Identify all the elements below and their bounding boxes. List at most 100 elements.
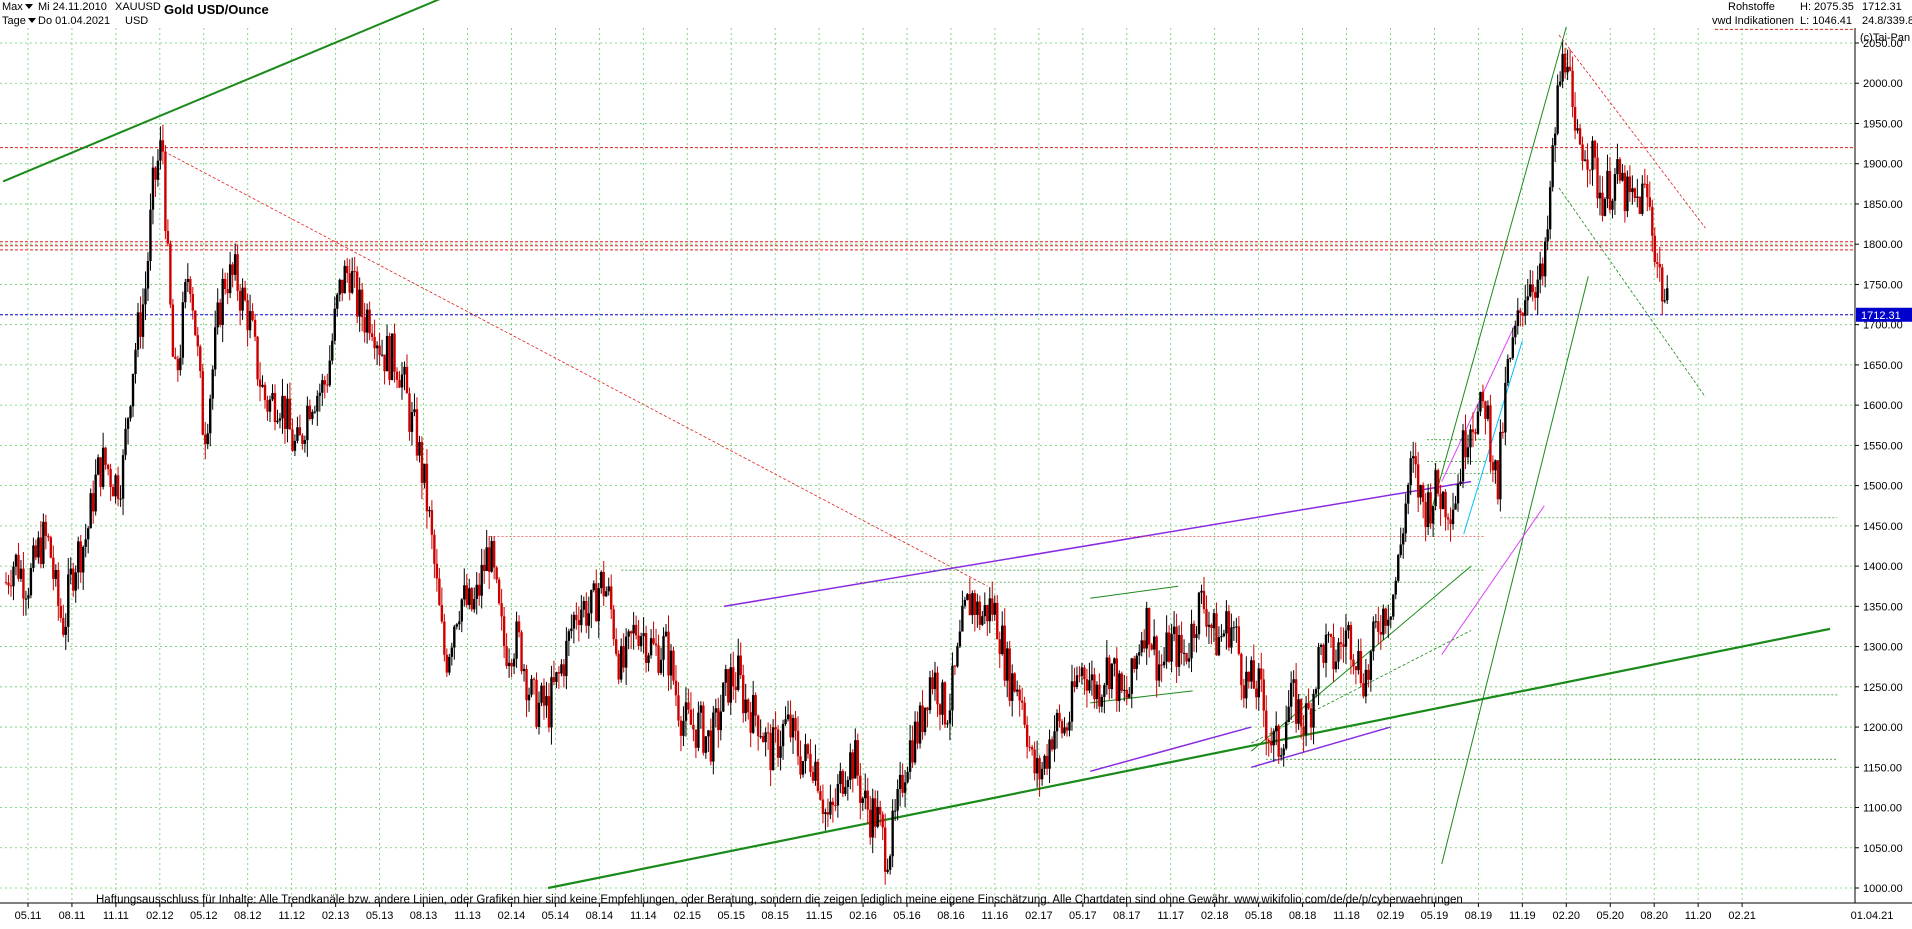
candle-body — [976, 601, 979, 615]
candle-body — [37, 537, 40, 558]
candle-body — [1389, 616, 1392, 620]
candle-body — [861, 798, 864, 803]
candle-body — [338, 279, 341, 295]
candle-body — [448, 656, 451, 673]
candle-body — [749, 712, 752, 733]
candle-body — [388, 336, 391, 380]
candle-body — [144, 288, 147, 305]
candle-body — [1175, 626, 1178, 667]
range-select[interactable]: Max — [2, 1, 36, 14]
symbol-label: XAUUSD — [115, 1, 161, 13]
candle-body — [380, 354, 384, 356]
candle-body — [1068, 721, 1071, 731]
candle-body — [1125, 689, 1128, 698]
candle-body — [196, 335, 199, 347]
candle-body — [786, 714, 790, 720]
candle-body — [1319, 644, 1323, 647]
candle-body — [1514, 325, 1517, 338]
candle-body — [876, 806, 879, 827]
candle-body — [487, 547, 491, 572]
candle-body — [1001, 625, 1004, 655]
candle-body — [455, 624, 458, 627]
candle-body — [859, 775, 862, 803]
candle-body — [276, 420, 279, 423]
candle-body — [1653, 235, 1656, 263]
candle-body — [54, 570, 58, 579]
candle-body — [1217, 637, 1221, 656]
candle-body — [617, 653, 620, 680]
candle-body — [1524, 300, 1527, 316]
candle-body — [74, 572, 77, 591]
candle-body — [956, 646, 959, 667]
candle-body — [169, 243, 172, 305]
candle-body — [1055, 712, 1059, 732]
candle-body — [759, 736, 762, 738]
candle-body — [530, 678, 533, 695]
candle-body — [326, 384, 329, 386]
date-from: Mi 24.11.2010 — [38, 1, 107, 13]
candle-body — [268, 399, 272, 412]
candle-body — [1342, 644, 1345, 647]
candle-body — [1230, 627, 1233, 648]
trend-line-magenta-top — [1441, 324, 1516, 482]
candle-body — [565, 640, 568, 677]
candle-body — [597, 588, 600, 622]
x-tick-label: 11.19 — [1509, 910, 1536, 922]
candle-body — [1656, 262, 1659, 264]
candle-body — [869, 809, 872, 838]
candle-body — [921, 705, 924, 733]
candle-body — [996, 602, 999, 640]
candle-body — [1663, 300, 1666, 302]
trend-line-support-2020 — [1558, 187, 1706, 398]
interval-select[interactable]: Tage — [2, 15, 39, 28]
candle-body — [24, 598, 28, 600]
candle-body — [156, 160, 160, 180]
candle-body — [346, 265, 349, 274]
candle-body — [204, 434, 207, 445]
candle-body — [303, 440, 307, 444]
candle-body — [1324, 634, 1328, 663]
candle-body — [1279, 755, 1283, 757]
candle-body — [941, 682, 944, 715]
candle-body — [1093, 674, 1096, 700]
candle-body — [1100, 696, 1104, 707]
x-tick-label: 02.18 — [1201, 910, 1229, 922]
candle-body — [547, 696, 551, 728]
candle-body — [943, 682, 947, 725]
currency-label: USD — [125, 15, 149, 27]
candle-body — [629, 631, 633, 634]
candle-body — [1020, 700, 1024, 703]
candle-body — [296, 427, 299, 441]
candle-body — [161, 140, 165, 152]
candle-body — [124, 428, 127, 456]
candle-body — [684, 702, 688, 721]
candle-body — [1172, 626, 1176, 635]
candle-body — [423, 463, 426, 483]
candle-body — [350, 271, 354, 293]
candle-body — [1578, 128, 1582, 145]
candle-body — [475, 584, 478, 599]
x-tick-label: 02.14 — [498, 910, 526, 922]
candle-body — [953, 665, 957, 667]
candle-body — [1651, 206, 1654, 236]
candle-body — [1294, 679, 1298, 724]
candle-body — [978, 601, 982, 625]
candle-body — [834, 805, 837, 807]
candle-body — [799, 756, 802, 775]
candle-body — [612, 609, 615, 640]
candle-body — [911, 740, 914, 763]
candle-body — [1205, 609, 1208, 627]
candle-body — [460, 599, 463, 622]
candle-body — [1080, 667, 1084, 676]
candle-body — [595, 583, 598, 622]
y-tick-label: 1650.00 — [1863, 360, 1903, 372]
candle-body — [42, 521, 45, 565]
candle-body — [478, 584, 481, 596]
candle-body — [709, 730, 713, 762]
candle-body — [1501, 431, 1505, 433]
axes: 1000.00 1050.00 1100.00 1150.00 1200.00 1250.… — [0, 28, 1912, 922]
candle-body — [1008, 648, 1011, 701]
candle-body — [7, 582, 10, 586]
